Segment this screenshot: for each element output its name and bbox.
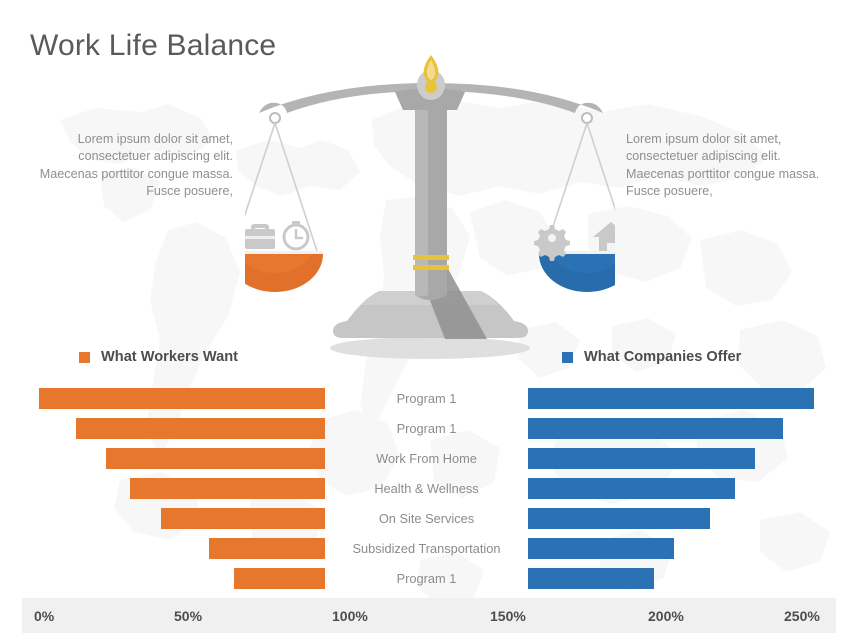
balance-scale-graphic — [245, 55, 615, 359]
briefcase-icon — [245, 224, 275, 249]
chart-row: Health & Wellness — [0, 478, 853, 499]
x-axis-scale: 0% 50% 100% 150% 200% 250% — [22, 598, 836, 633]
scale-gold-band-lower — [413, 265, 449, 270]
category-label: Program 1 — [396, 391, 457, 406]
axis-tick-label: 200% — [648, 607, 684, 624]
chart-row: Program 1 — [0, 568, 853, 589]
scale-gold-band-upper — [413, 255, 449, 260]
left-pan-hook — [269, 112, 281, 124]
category-label: Subsidized Transportation — [352, 541, 501, 556]
tornado-bar-chart: Program 1 Program 1 Work From Home Health &… — [0, 388, 853, 594]
bar-companies-offer[interactable] — [528, 478, 735, 499]
bar-workers-want[interactable] — [75, 418, 325, 439]
category-label: On Site Services — [378, 511, 475, 526]
legend-swatch-blue — [562, 351, 573, 363]
page-title: Work Life Balance — [30, 29, 277, 62]
bar-workers-want[interactable] — [233, 568, 325, 589]
bar-workers-want[interactable] — [209, 538, 325, 559]
bar-companies-offer[interactable] — [528, 538, 674, 559]
left-description-text: Lorem ipsum dolor sit amet, consectetuer… — [39, 132, 233, 199]
right-pan-hook — [581, 112, 593, 124]
bar-companies-offer[interactable] — [528, 448, 756, 469]
scale-flame-highlight — [426, 60, 436, 80]
bar-workers-want[interactable] — [39, 388, 325, 409]
category-label: Health & Wellness — [374, 481, 479, 496]
house-icon — [593, 222, 615, 251]
category-label: Work From Home — [376, 451, 477, 466]
axis-tick-label: 150% — [490, 607, 526, 624]
bar-workers-want[interactable] — [160, 508, 325, 529]
bar-companies-offer[interactable] — [528, 418, 784, 439]
axis-tick-label: 50% — [174, 607, 203, 624]
legend-workers-want: What Workers Want — [79, 349, 238, 365]
scale-finial-gem — [425, 81, 437, 93]
bar-companies-offer[interactable] — [528, 508, 711, 529]
scale-column-highlight — [415, 99, 428, 297]
category-label: Program 1 — [396, 421, 457, 436]
legend-label-companies-offer: What Companies Offer — [584, 349, 742, 365]
bar-workers-want[interactable] — [106, 448, 325, 469]
stopwatch-icon — [282, 221, 310, 251]
chart-row: Subsidized Transportation — [0, 538, 853, 559]
axis-tick-label: 100% — [332, 607, 368, 624]
chart-row: Program 1 — [0, 388, 853, 409]
bar-workers-want[interactable] — [130, 478, 325, 499]
bar-companies-offer[interactable] — [528, 568, 655, 589]
legend-label-workers-want: What Workers Want — [101, 349, 239, 365]
right-description-text: Lorem ipsum dolor sit amet, consectetuer… — [626, 132, 820, 199]
chart-row: On Site Services — [0, 508, 853, 529]
legend-swatch-orange — [79, 351, 90, 363]
left-pan-bowl — [245, 254, 323, 292]
category-label: Program 1 — [396, 571, 457, 586]
chart-row: Program 1 — [0, 418, 853, 439]
left-pan-strings — [245, 122, 318, 252]
scale-floor-shadow — [330, 337, 530, 359]
legend-companies-offer: What Companies Offer — [562, 349, 741, 365]
gear-icon — [534, 225, 570, 261]
bar-companies-offer[interactable] — [528, 388, 814, 409]
right-pan-bowl — [539, 254, 615, 292]
left-pan-bowl-shade — [245, 254, 323, 292]
axis-tick-label: 0% — [34, 607, 55, 624]
axis-tick-label: 250% — [784, 607, 820, 624]
scale-beam — [259, 83, 603, 113]
right-pan-bowl-shade — [539, 254, 615, 292]
chart-row: Work From Home — [0, 448, 853, 469]
